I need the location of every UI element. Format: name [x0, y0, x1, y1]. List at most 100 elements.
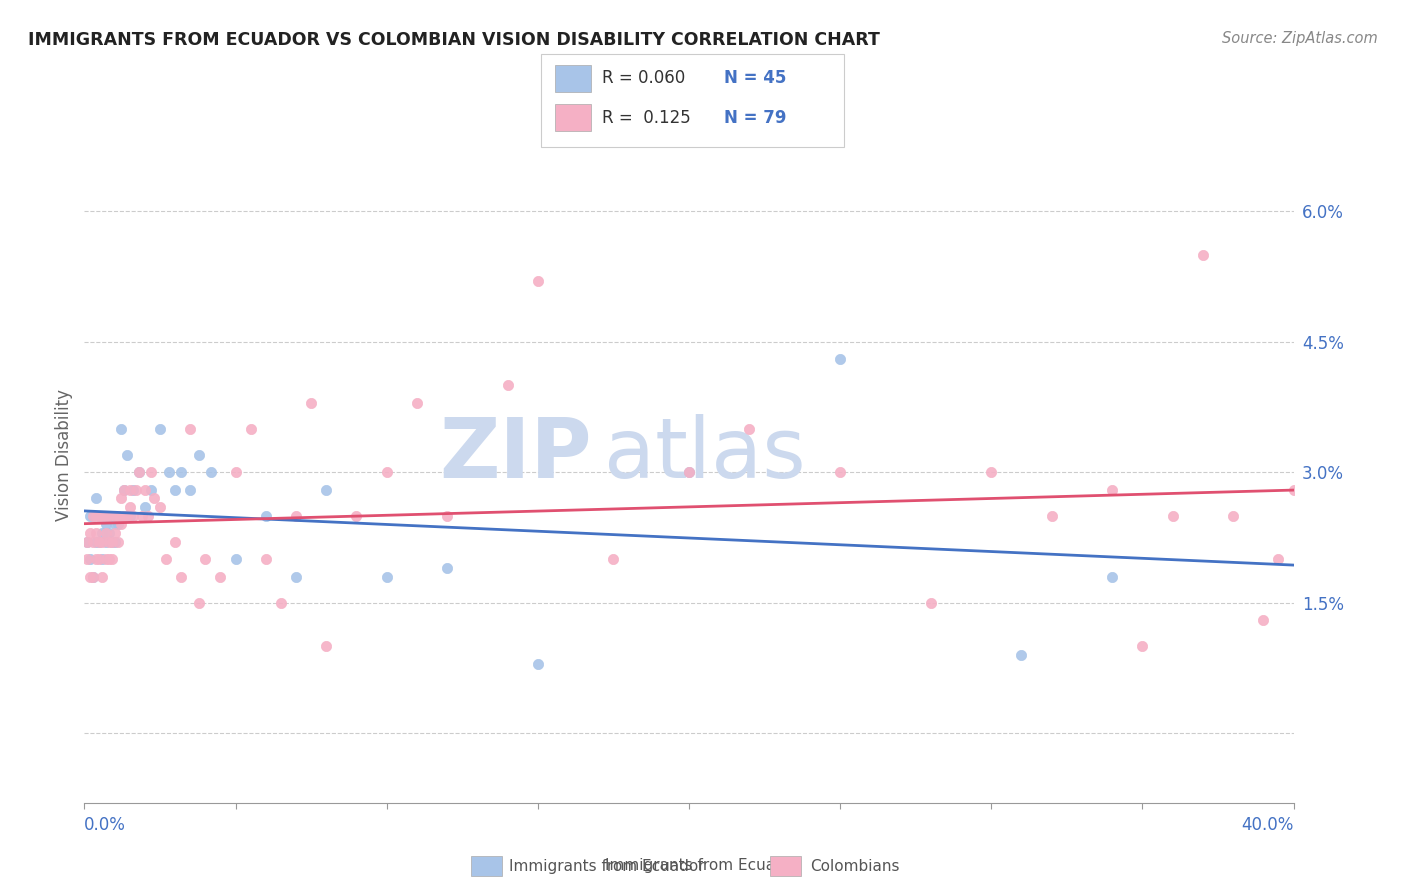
Point [139, 466, 162, 480]
Point [1267, 552, 1289, 566]
Point [104, 508, 127, 523]
Point [121, 508, 143, 523]
Point [125, 483, 148, 497]
Point [165, 483, 187, 497]
Point [97, 552, 120, 566]
Point [91, 552, 114, 566]
Point [79, 570, 101, 584]
Point [139, 483, 162, 497]
Point [107, 517, 129, 532]
Point [79, 552, 101, 566]
Point [89, 534, 111, 549]
Point [165, 534, 187, 549]
Point [97, 508, 120, 523]
Point [107, 534, 129, 549]
Point [94, 508, 117, 523]
Point [188, 596, 211, 610]
Text: R =  0.125: R = 0.125 [602, 109, 690, 127]
Point [86, 526, 108, 541]
Point [97, 508, 120, 523]
Point [82, 508, 104, 523]
Point [94, 517, 117, 532]
Point [104, 517, 127, 532]
Point [107, 508, 129, 523]
Point [527, 657, 550, 671]
Point [82, 534, 104, 549]
Point [346, 508, 368, 523]
Point [91, 570, 114, 584]
Point [86, 508, 108, 523]
Point [97, 526, 120, 541]
Point [225, 552, 247, 566]
Point [115, 448, 138, 462]
Point [170, 570, 193, 584]
Point [436, 508, 458, 523]
Point [1253, 613, 1275, 627]
Point [142, 491, 165, 506]
Point [86, 552, 108, 566]
Point [436, 561, 458, 575]
Point [1282, 483, 1305, 497]
Point [79, 508, 101, 523]
Point [100, 534, 122, 549]
Point [920, 596, 942, 610]
Point [79, 526, 101, 541]
Text: ZIP: ZIP [440, 415, 592, 495]
Point [285, 508, 308, 523]
Text: Source: ZipAtlas.com: Source: ZipAtlas.com [1222, 31, 1378, 46]
Point [830, 466, 852, 480]
Point [1101, 570, 1123, 584]
Point [285, 570, 308, 584]
Text: atlas: atlas [605, 415, 806, 495]
Point [94, 552, 117, 566]
Point [315, 639, 337, 653]
Text: N = 79: N = 79 [724, 109, 786, 127]
Point [82, 508, 104, 523]
Point [112, 483, 135, 497]
Point [602, 552, 624, 566]
Text: N = 45: N = 45 [724, 70, 786, 87]
Point [149, 500, 172, 514]
Point [738, 422, 761, 436]
Point [89, 534, 111, 549]
Point [128, 466, 150, 480]
Text: IMMIGRANTS FROM ECUADOR VS COLOMBIAN VISION DISABILITY CORRELATION CHART: IMMIGRANTS FROM ECUADOR VS COLOMBIAN VIS… [28, 31, 880, 49]
Point [134, 500, 156, 514]
Text: 0.0%: 0.0% [84, 816, 127, 834]
Point [131, 508, 153, 523]
Point [94, 534, 117, 549]
Point [97, 534, 120, 549]
Point [527, 274, 550, 288]
Point [1130, 639, 1153, 653]
Point [112, 508, 135, 523]
Point [91, 534, 114, 549]
Point [136, 508, 159, 523]
Point [86, 534, 108, 549]
Text: R = 0.060: R = 0.060 [602, 70, 685, 87]
Text: Immigrants from Ecuador: Immigrants from Ecuador [605, 858, 801, 872]
Point [76, 534, 98, 549]
Point [209, 570, 232, 584]
Point [179, 483, 201, 497]
Point [100, 534, 122, 549]
Point [110, 517, 132, 532]
Point [200, 466, 222, 480]
Point [375, 466, 398, 480]
Point [91, 526, 114, 541]
Point [254, 508, 277, 523]
Point [110, 422, 132, 436]
Point [86, 491, 108, 506]
Point [121, 483, 143, 497]
Point [1222, 508, 1244, 523]
Point [270, 596, 292, 610]
Point [299, 395, 322, 409]
Point [104, 526, 127, 541]
Point [1161, 508, 1184, 523]
Point [406, 395, 429, 409]
Point [118, 500, 141, 514]
Point [104, 534, 127, 549]
Point [179, 422, 201, 436]
Point [76, 534, 98, 549]
Point [100, 552, 122, 566]
Point [155, 552, 177, 566]
